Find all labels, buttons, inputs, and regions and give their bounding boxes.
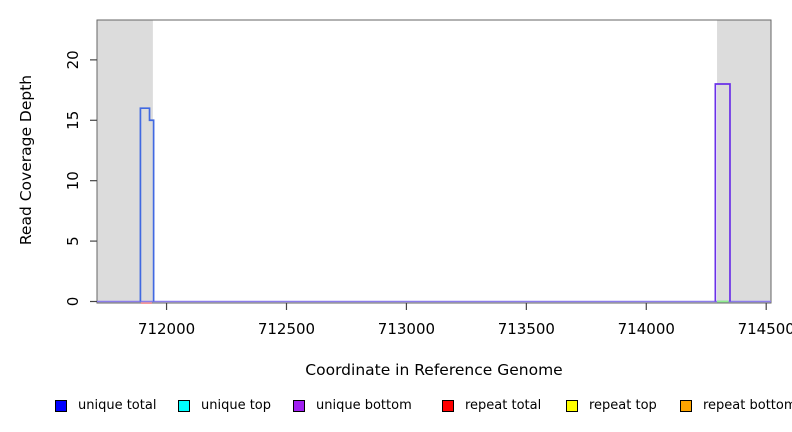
legend-label: repeat top bbox=[589, 398, 657, 413]
legend-item-repeat-top: repeat top bbox=[566, 398, 657, 414]
x-tick-label: 712000 bbox=[138, 320, 195, 338]
x-tick-label: 714000 bbox=[618, 320, 675, 338]
legend-label: unique total bbox=[78, 398, 157, 413]
legend-swatch-unique-top bbox=[178, 400, 190, 412]
plot-box bbox=[96, 19, 772, 304]
legend: unique total unique top unique bottom repea… bbox=[0, 398, 792, 422]
y-tick-label: 20 bbox=[64, 50, 82, 69]
x-tick-label: 713000 bbox=[378, 320, 435, 338]
legend-label: unique bottom bbox=[316, 398, 412, 413]
legend-label: repeat total bbox=[465, 398, 542, 413]
x-tick-label: 713500 bbox=[498, 320, 555, 338]
x-tick-label: 714500 bbox=[738, 320, 792, 338]
x-axis-title: Coordinate in Reference Genome bbox=[305, 361, 563, 379]
series-line-unique-bottom bbox=[714, 83, 731, 302]
legend-item-repeat-bottom: repeat bottom bbox=[680, 398, 792, 414]
legend-swatch-repeat-bottom bbox=[680, 400, 692, 412]
right-flank-region bbox=[717, 20, 771, 303]
legend-swatch-unique-total bbox=[55, 400, 67, 412]
y-axis-title: Read Coverage Depth bbox=[17, 74, 35, 246]
legend-item-unique-top: unique top bbox=[178, 398, 271, 414]
series-line-unique-total bbox=[139, 107, 155, 302]
y-tick-label: 10 bbox=[64, 171, 82, 190]
y-tick-label: 0 bbox=[64, 297, 82, 307]
x-tick-label: 712500 bbox=[258, 320, 315, 338]
legend-item-repeat-total: repeat total bbox=[442, 398, 541, 414]
legend-swatch-unique-bottom bbox=[293, 400, 305, 412]
legend-swatch-repeat-total bbox=[442, 400, 454, 412]
legend-item-unique-bottom: unique bottom bbox=[293, 398, 412, 414]
y-tick-label: 5 bbox=[64, 236, 82, 246]
legend-swatch-repeat-top bbox=[566, 400, 578, 412]
y-tick-label: 15 bbox=[64, 111, 82, 130]
legend-label: repeat bottom bbox=[703, 398, 792, 413]
legend-label: unique top bbox=[201, 398, 272, 413]
left-flank-region bbox=[97, 20, 153, 303]
legend-item-unique-total: unique total bbox=[55, 398, 156, 414]
